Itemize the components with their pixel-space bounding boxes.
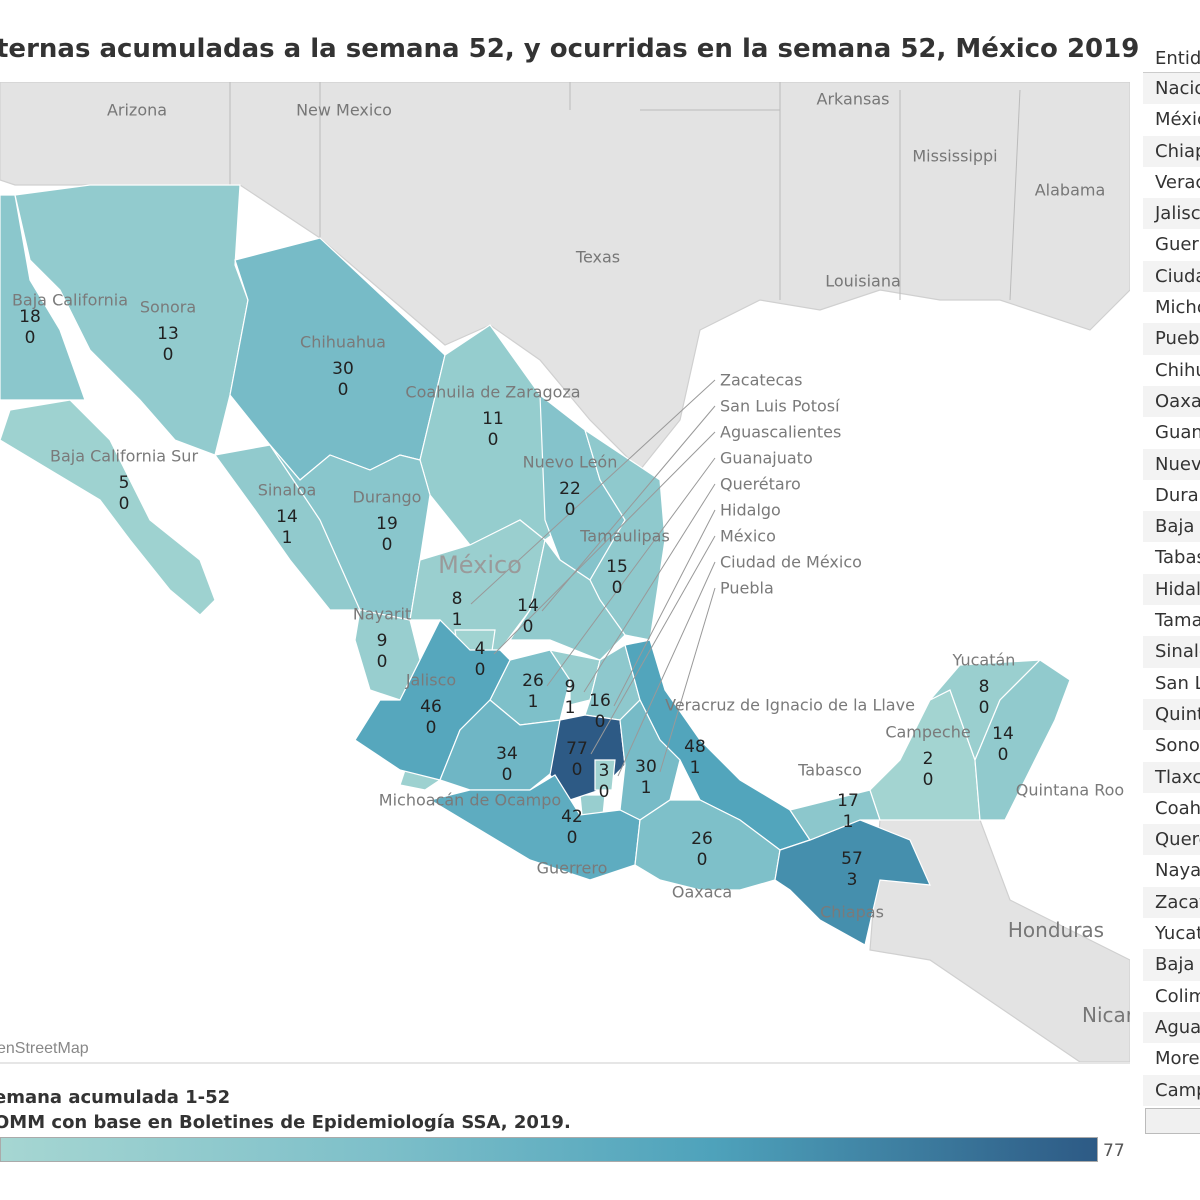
table-row[interactable]: Nayarit [1155,860,1200,882]
table-row[interactable]: Baja California [1143,511,1200,543]
table-row[interactable]: Durango [1155,484,1200,506]
table-row[interactable]: Querétaro [1143,824,1200,856]
leader-line [659,587,716,773]
leader-line [546,457,716,687]
table-row[interactable]: Sinaloa [1143,636,1200,668]
map-canvas[interactable] [0,82,1130,1062]
table-row[interactable]: Yucatán [1155,923,1200,945]
table-row[interactable]: Sonora [1155,735,1200,757]
table-row[interactable]: Tlaxcala [1143,761,1200,793]
leader-line [470,379,716,605]
central-america-land[interactable] [869,819,1130,1062]
state-zacatecas[interactable] [409,519,546,651]
table-row[interactable]: Morelos [1155,1048,1200,1070]
state-ciudad-de-m-xico[interactable] [594,759,616,791]
table-row[interactable]: México [1155,109,1200,131]
table-row[interactable]: Chihuahua [1155,359,1200,381]
leader-line [493,431,716,655]
state-quer-taro[interactable] [548,649,601,706]
table-row[interactable]: Colima [1155,985,1200,1007]
table-row[interactable]: Tamaulipas [1155,610,1200,632]
table-row[interactable]: Coahuila [1155,797,1200,819]
table-row[interactable]: Veracruz [1155,171,1200,193]
color-scale-max: 77 [1103,1141,1125,1161]
state-border [1009,89,1021,301]
chart-title: ternas acumuladas a la semana 52, y ocur… [0,34,1140,64]
entity-table: Entidad Nacional México Chiapas Veracruz Jal… [1143,42,1200,1106]
table-row[interactable]: Nuevo León [1143,448,1200,480]
table-row[interactable]: Baja California Sur [1143,949,1200,981]
table-row[interactable]: Puebla [1143,323,1200,355]
table-header[interactable]: Entidad [1143,42,1200,73]
map-attribution[interactable]: enStreetMap [0,1040,89,1057]
table-row[interactable]: Tabasco [1155,547,1200,569]
table-row[interactable]: San Luis Potosí [1155,672,1200,694]
leader-line [590,535,716,755]
table-row[interactable]: Michoacán [1155,297,1200,319]
horizontal-scrollbar[interactable] [1145,1108,1200,1134]
table-row[interactable]: Guanajuato [1155,422,1200,444]
choropleth-map[interactable]: Baja California 18 0 Sonora 13 0 Chihuahua 30 0 C… [0,82,1130,1064]
table-row[interactable]: Hidalgo [1143,573,1200,606]
table-row[interactable]: Quintana Roo [1143,698,1200,731]
leader-line [613,509,716,707]
leader-line [617,561,716,777]
leader-line [583,483,716,693]
table-row[interactable]: Chiapas [1143,135,1200,167]
state-durango[interactable] [269,444,431,621]
table-row[interactable]: Campeche [1143,1074,1200,1106]
legend-title: emana acumulada 1-52 [0,1087,231,1108]
state-baja-california-sur[interactable] [0,399,216,616]
color-scale-bar [0,1137,1098,1162]
united-states-land[interactable] [0,82,1130,471]
table-row[interactable]: Oaxaca [1143,385,1200,418]
table-row[interactable]: Ciudad de México [1143,260,1200,293]
table-row[interactable]: Jalisco [1143,198,1200,230]
table-row[interactable]: Aguascalientes [1143,1011,1200,1044]
source-note: OMM con base en Boletines de Epidemiolog… [0,1112,571,1133]
state-quintana-roo[interactable] [974,659,1071,821]
state-guerrero[interactable] [428,774,641,881]
table-row[interactable]: Nacional [1143,73,1200,105]
table-row[interactable]: Zacatecas [1143,886,1200,919]
table-row[interactable]: Guerrero [1155,234,1200,256]
